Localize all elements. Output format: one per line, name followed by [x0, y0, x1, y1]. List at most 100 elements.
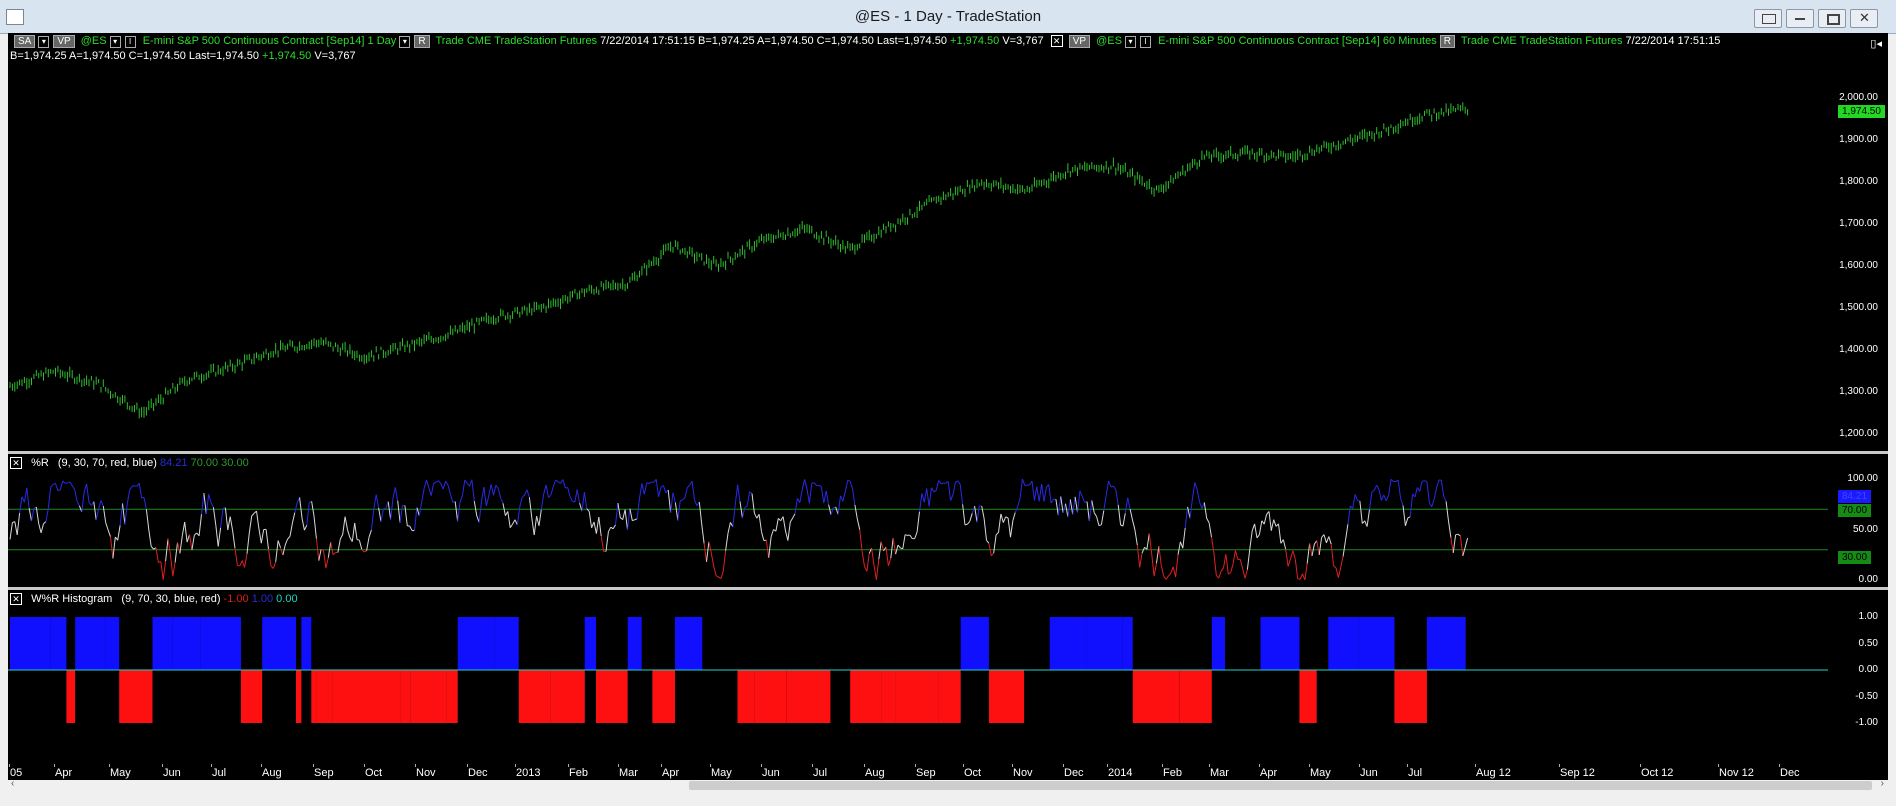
interval-dropdown[interactable]: ▾	[399, 36, 411, 48]
wr-line-segment	[923, 488, 928, 503]
wr-line-segment	[1321, 534, 1325, 538]
hist-bar-negative	[765, 670, 787, 723]
histogram-pane[interactable]: ✕ W%R Histogram (9, 70, 30, blue, red) -…	[8, 590, 1888, 764]
minimize-button[interactable]	[1786, 9, 1814, 28]
wr-line-segment	[698, 501, 703, 524]
symbol-list-dropdown[interactable]: ▾	[38, 36, 50, 48]
pane-toolbar-icon[interactable]: ▯◂	[1870, 38, 1882, 50]
time-axis-label: Apr	[55, 767, 73, 779]
wr-line-segment	[646, 482, 650, 484]
wr-line-segment	[727, 522, 731, 534]
hist-bar-negative	[518, 670, 551, 723]
wr-line-segment	[1079, 490, 1083, 497]
wr-line-segment	[421, 488, 425, 503]
wr-line-segment	[1005, 516, 1009, 519]
hist-bar-negative	[754, 670, 766, 723]
vp2-button[interactable]: VP	[1068, 35, 1091, 48]
hist-axis-tick: -1.00	[1855, 717, 1878, 728]
wr-line-segment	[775, 518, 779, 532]
wr-line-segment	[447, 484, 451, 495]
wr-line-segment	[897, 544, 901, 549]
wr-line-segment	[409, 525, 413, 531]
interval-button[interactable]: I	[124, 36, 136, 48]
wr-line-segment	[299, 497, 303, 519]
wr-line-segment	[339, 534, 344, 540]
symbol-dropdown[interactable]: ▾	[109, 36, 121, 48]
interval2-button[interactable]: I	[1140, 36, 1152, 48]
vp-button[interactable]: VP	[53, 35, 75, 48]
wr-line-segment	[1354, 494, 1358, 501]
wr-line-segment	[753, 512, 758, 519]
wr-line-segment	[394, 487, 399, 501]
wr-line-segment	[770, 529, 774, 538]
wr-line-segment	[622, 509, 626, 520]
time-axis-tick	[1475, 764, 1476, 767]
r-button[interactable]: R	[414, 35, 430, 48]
maximize-button[interactable]	[1818, 9, 1846, 28]
wr-30-tag: 30.00	[1838, 551, 1872, 564]
hist-bar-positive	[75, 617, 106, 670]
wr-line-segment	[955, 480, 959, 483]
wr-line-segment	[313, 515, 317, 539]
wr-line-segment	[524, 489, 528, 496]
wr-line-segment	[1069, 499, 1074, 515]
wr-line-segment	[794, 498, 798, 514]
wr-line-segment	[35, 506, 40, 524]
change-label: +1,974.50	[950, 35, 1000, 47]
wr-line-segment	[1249, 530, 1253, 550]
wr-line-segment	[615, 503, 619, 525]
wr-line-segment	[1323, 534, 1327, 544]
time-axis-label: Nov 12	[1719, 767, 1754, 779]
wr-line-segment	[562, 479, 566, 489]
hist-bar-negative	[119, 670, 153, 723]
close-data2-button[interactable]: ✕	[1050, 35, 1063, 47]
wr-line-segment	[715, 575, 719, 578]
time-axis-label: Jul	[212, 767, 227, 779]
wr-line-segment	[14, 521, 18, 535]
wr-line-segment	[330, 542, 334, 555]
close-wr-button[interactable]: ✕	[10, 457, 22, 469]
price-chart	[9, 102, 1469, 419]
wr-line-segment	[964, 523, 968, 526]
price-pane[interactable]: SA ▾ VP @ES ▾ I E-mini S&P 500 Continuous C…	[8, 33, 1888, 451]
wr-line-segment	[1280, 539, 1284, 544]
wr-line-segment	[55, 483, 59, 491]
wr-line-segment	[260, 529, 265, 544]
wr-line-segment	[526, 489, 530, 498]
wr-line-segment	[232, 530, 236, 549]
hist-value-3: 0.00	[276, 593, 298, 605]
time-axis-label: 2014	[1108, 767, 1133, 779]
symbol2-dropdown[interactable]: ▾	[1125, 36, 1137, 48]
wr-line-segment	[856, 518, 861, 530]
close-hist-button[interactable]: ✕	[10, 593, 22, 605]
wr-line-segment	[751, 493, 755, 514]
wr-line-segment	[287, 536, 291, 540]
scroll-right-arrow[interactable]: ›	[1880, 778, 1884, 789]
pane-separator-2[interactable]	[8, 587, 1888, 590]
wr-line-segment	[414, 507, 418, 531]
pane-separator-1[interactable]	[8, 451, 1888, 454]
link-window-button[interactable]	[1754, 9, 1782, 28]
wr-line-segment	[919, 493, 923, 512]
wr-line-segment	[1160, 564, 1165, 577]
wr-line-segment	[749, 491, 753, 494]
wr-line-segment	[1228, 572, 1231, 575]
wr-line-segment	[538, 509, 542, 526]
wr-line-segment	[385, 501, 389, 509]
horizontal-scrollbar[interactable]: ‹ ›	[8, 778, 1888, 791]
symbol-list-button[interactable]: SA	[14, 35, 36, 48]
time-axis-tick	[568, 764, 569, 767]
wr-line-segment	[1093, 512, 1098, 517]
r2-button[interactable]: R	[1439, 35, 1456, 48]
scroll-left-arrow[interactable]: ‹	[11, 778, 15, 789]
time-axis-tick	[915, 764, 916, 767]
close-button[interactable]	[1850, 9, 1878, 28]
wr-line-segment	[1100, 510, 1105, 525]
wr-line-segment	[737, 484, 741, 502]
wr-line-segment	[552, 479, 557, 487]
hist-bar-negative	[311, 670, 317, 723]
williams-r-pane[interactable]: ✕ %R (9, 30, 70, red, blue) 84.21 70.00 …	[8, 454, 1888, 587]
wr-line-segment	[186, 534, 190, 543]
scroll-thumb[interactable]	[689, 781, 1872, 790]
wr-line-segment	[871, 548, 875, 566]
